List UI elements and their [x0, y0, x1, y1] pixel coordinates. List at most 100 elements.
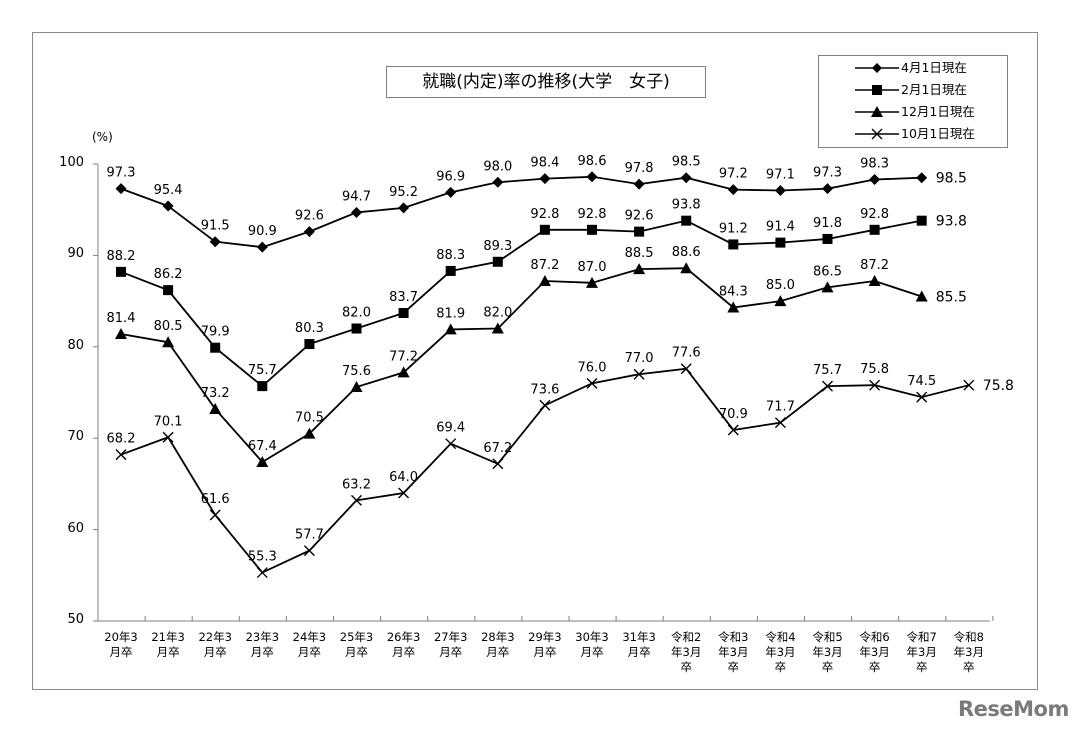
- chart-legend: 4月1日現在 2月1日現在 12月1日現在 10月1日現在: [818, 55, 1008, 148]
- series-triangle-markers: [115, 262, 928, 467]
- data-label: 70.1: [154, 414, 183, 429]
- x-category-label: 27年3 月卒: [433, 630, 468, 659]
- data-label: 63.2: [342, 477, 371, 492]
- x-category-label: 30年3 月卒: [575, 630, 609, 659]
- x-category-label: 令和2 年3月卒: [671, 630, 702, 674]
- data-label: 86.2: [154, 267, 183, 282]
- data-label: 88.3: [436, 248, 465, 263]
- data-label: 92.8: [578, 207, 607, 222]
- diamond-marker-icon: [855, 63, 899, 73]
- x-category-label: 令和4 年3月卒: [765, 630, 796, 674]
- y-tick-label: 100: [59, 155, 84, 170]
- data-label: 84.3: [719, 284, 748, 299]
- data-label: 80.5: [154, 319, 183, 334]
- data-label: 67.4: [248, 439, 277, 454]
- data-label: 67.2: [483, 441, 512, 456]
- y-tick-label: 60: [67, 520, 84, 536]
- y-tick-label: 50: [67, 612, 84, 627]
- x-category-label: 23年3 月卒: [245, 630, 280, 659]
- chart-frame: [32, 32, 1038, 690]
- data-label: 98.4: [530, 156, 559, 171]
- data-label: 97.2: [719, 167, 748, 182]
- legend-item-dec1: 12月1日現在: [819, 101, 1009, 123]
- data-label: 85.5: [936, 290, 967, 306]
- data-label: 82.0: [342, 306, 371, 321]
- series-square-markers: [116, 215, 927, 392]
- data-label: 91.4: [766, 220, 795, 235]
- x-category-label: 31年3 月卒: [622, 630, 656, 659]
- data-label: 87.2: [530, 258, 559, 273]
- data-label: 88.5: [625, 246, 654, 261]
- legend-item-oct1: 10月1日現在: [819, 123, 1009, 145]
- resemom-logo: ReseMom: [958, 697, 1069, 721]
- data-label: 55.3: [248, 550, 277, 565]
- x-category-label: 令和6 年3月卒: [859, 630, 890, 674]
- data-label: 97.8: [625, 161, 654, 176]
- data-label: 77.0: [625, 351, 654, 366]
- x-category-label: 22年3 月卒: [198, 630, 232, 659]
- series-x-markers: [115, 363, 975, 579]
- y-tick-label: 70: [67, 429, 84, 445]
- data-label: 57.7: [295, 528, 324, 543]
- y-axis-unit-label: (%): [92, 130, 113, 144]
- x-category-label: 25年3 月卒: [339, 630, 374, 659]
- data-label: 75.7: [248, 363, 277, 378]
- x-category-label: 令和5 年3月卒: [812, 630, 843, 674]
- data-label: 92.6: [295, 209, 324, 224]
- data-label: 98.0: [483, 159, 512, 174]
- data-label: 73.2: [201, 386, 230, 401]
- x-marker-icon: [855, 128, 899, 140]
- data-label: 77.6: [672, 346, 701, 361]
- data-label: 98.5: [936, 171, 967, 187]
- data-label: 92.8: [530, 207, 559, 222]
- data-label: 87.2: [860, 258, 889, 273]
- data-label: 98.3: [860, 157, 889, 172]
- x-category-label: 24年3 月卒: [292, 630, 327, 659]
- x-category-label: 29年3 月卒: [528, 630, 562, 659]
- x-category-label: 21年3 月卒: [151, 630, 185, 659]
- data-label: 86.5: [813, 264, 842, 279]
- x-category-label: 令和7 年3月卒: [906, 630, 937, 674]
- data-label: 77.2: [389, 349, 418, 364]
- data-label: 93.8: [672, 198, 701, 213]
- data-label: 73.6: [530, 382, 559, 397]
- y-tick-label: 90: [67, 246, 84, 262]
- data-label: 93.8: [936, 214, 967, 230]
- data-label: 88.6: [672, 245, 701, 260]
- y-tick-label: 80: [67, 337, 84, 353]
- data-label: 82.0: [483, 306, 512, 321]
- data-label: 91.5: [201, 219, 230, 234]
- data-label: 92.8: [860, 207, 889, 222]
- legend-label: 12月1日現在: [901, 104, 975, 119]
- data-label: 61.6: [201, 492, 230, 507]
- data-label: 98.6: [578, 154, 607, 169]
- series-diamond-markers: [115, 171, 928, 253]
- x-category-label: 令和3 年3月卒: [718, 630, 749, 674]
- data-label: 95.2: [389, 185, 418, 200]
- data-label: 97.3: [107, 166, 136, 181]
- data-label: 74.5: [907, 374, 936, 389]
- data-label: 75.6: [342, 364, 371, 379]
- data-label: 71.7: [766, 400, 795, 415]
- data-label: 97.1: [766, 168, 795, 183]
- x-category-label: 20年3 月卒: [104, 630, 138, 659]
- data-label: 81.4: [107, 311, 136, 326]
- data-label: 81.9: [436, 306, 465, 321]
- data-label: 98.5: [672, 155, 701, 170]
- data-label: 89.3: [483, 239, 512, 254]
- x-category-label: 28年3 月卒: [481, 630, 515, 659]
- legend-label: 2月1日現在: [901, 82, 967, 97]
- data-label: 88.2: [107, 249, 136, 264]
- data-label: 96.9: [436, 169, 465, 184]
- data-label: 87.0: [578, 260, 607, 275]
- data-label: 70.5: [295, 411, 324, 426]
- legend-label: 10月1日現在: [901, 126, 975, 141]
- data-label: 69.4: [436, 421, 465, 436]
- data-label: 95.4: [154, 183, 183, 198]
- data-label: 75.7: [813, 363, 842, 378]
- legend-label: 4月1日現在: [901, 60, 967, 75]
- triangle-marker-icon: [855, 106, 899, 117]
- data-label: 91.8: [813, 216, 842, 231]
- square-marker-icon: [855, 85, 899, 95]
- data-label: 90.9: [248, 224, 277, 239]
